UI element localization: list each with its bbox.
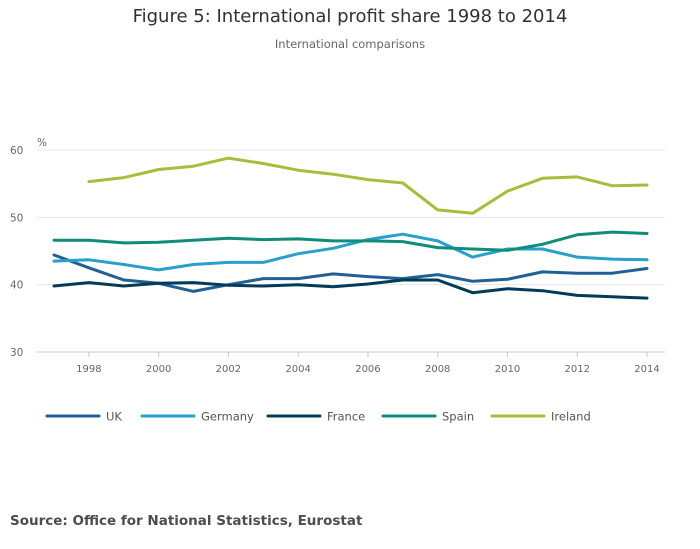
chart-subtitle: International comparisons: [274, 37, 426, 51]
legend-label: Germany: [201, 410, 254, 424]
legend-item-germany: Germany: [140, 410, 254, 424]
y-tick-label: 50: [10, 212, 23, 224]
legend-item-spain: Spain: [381, 410, 474, 424]
x-tick-label: 2008: [425, 364, 450, 375]
x-tick-label: 1998: [76, 364, 101, 375]
series-line-ireland: [87, 156, 649, 215]
x-tick-label: 2010: [495, 364, 520, 375]
y-axis-label: %: [37, 137, 47, 149]
y-tick-label: 30: [10, 347, 23, 359]
y-tick-label: 40: [10, 280, 23, 292]
axes: 30 40 50 60% 1998 2000 2002 2004 2006 2008 2010 201…: [10, 137, 660, 375]
line-chart: 30 40 50 60% 1998 2000 2002 2004 2006 2008 2010 201…: [10, 137, 665, 424]
source-note: Source: Office for National Statistics, …: [10, 513, 363, 529]
series-line-germany: [52, 232, 649, 272]
legend: UK Germany France Spain Ireland: [45, 410, 591, 424]
legend-label: France: [327, 410, 365, 424]
legend-item-france: France: [266, 410, 365, 424]
series-line-spain: [52, 230, 649, 252]
x-tick-label: 2002: [216, 364, 241, 375]
legend-label: Ireland: [551, 410, 591, 424]
x-tick-label: 2000: [146, 364, 171, 375]
series-line-france: [52, 278, 649, 300]
x-tick-label: 2006: [355, 364, 380, 375]
x-tick-label: 2004: [285, 364, 310, 375]
grid: [37, 149, 665, 353]
legend-label: Spain: [442, 410, 474, 424]
chart-title: Figure 5: International profit share 199…: [132, 6, 568, 27]
legend-item-ireland: Ireland: [490, 410, 591, 424]
x-tick-label: 2014: [634, 364, 659, 375]
legend-label: UK: [106, 410, 122, 424]
x-tick-label: 2012: [565, 364, 590, 375]
y-tick-label: 60: [10, 145, 23, 157]
series-lines: [52, 156, 649, 300]
legend-item-uk: UK: [45, 410, 122, 424]
